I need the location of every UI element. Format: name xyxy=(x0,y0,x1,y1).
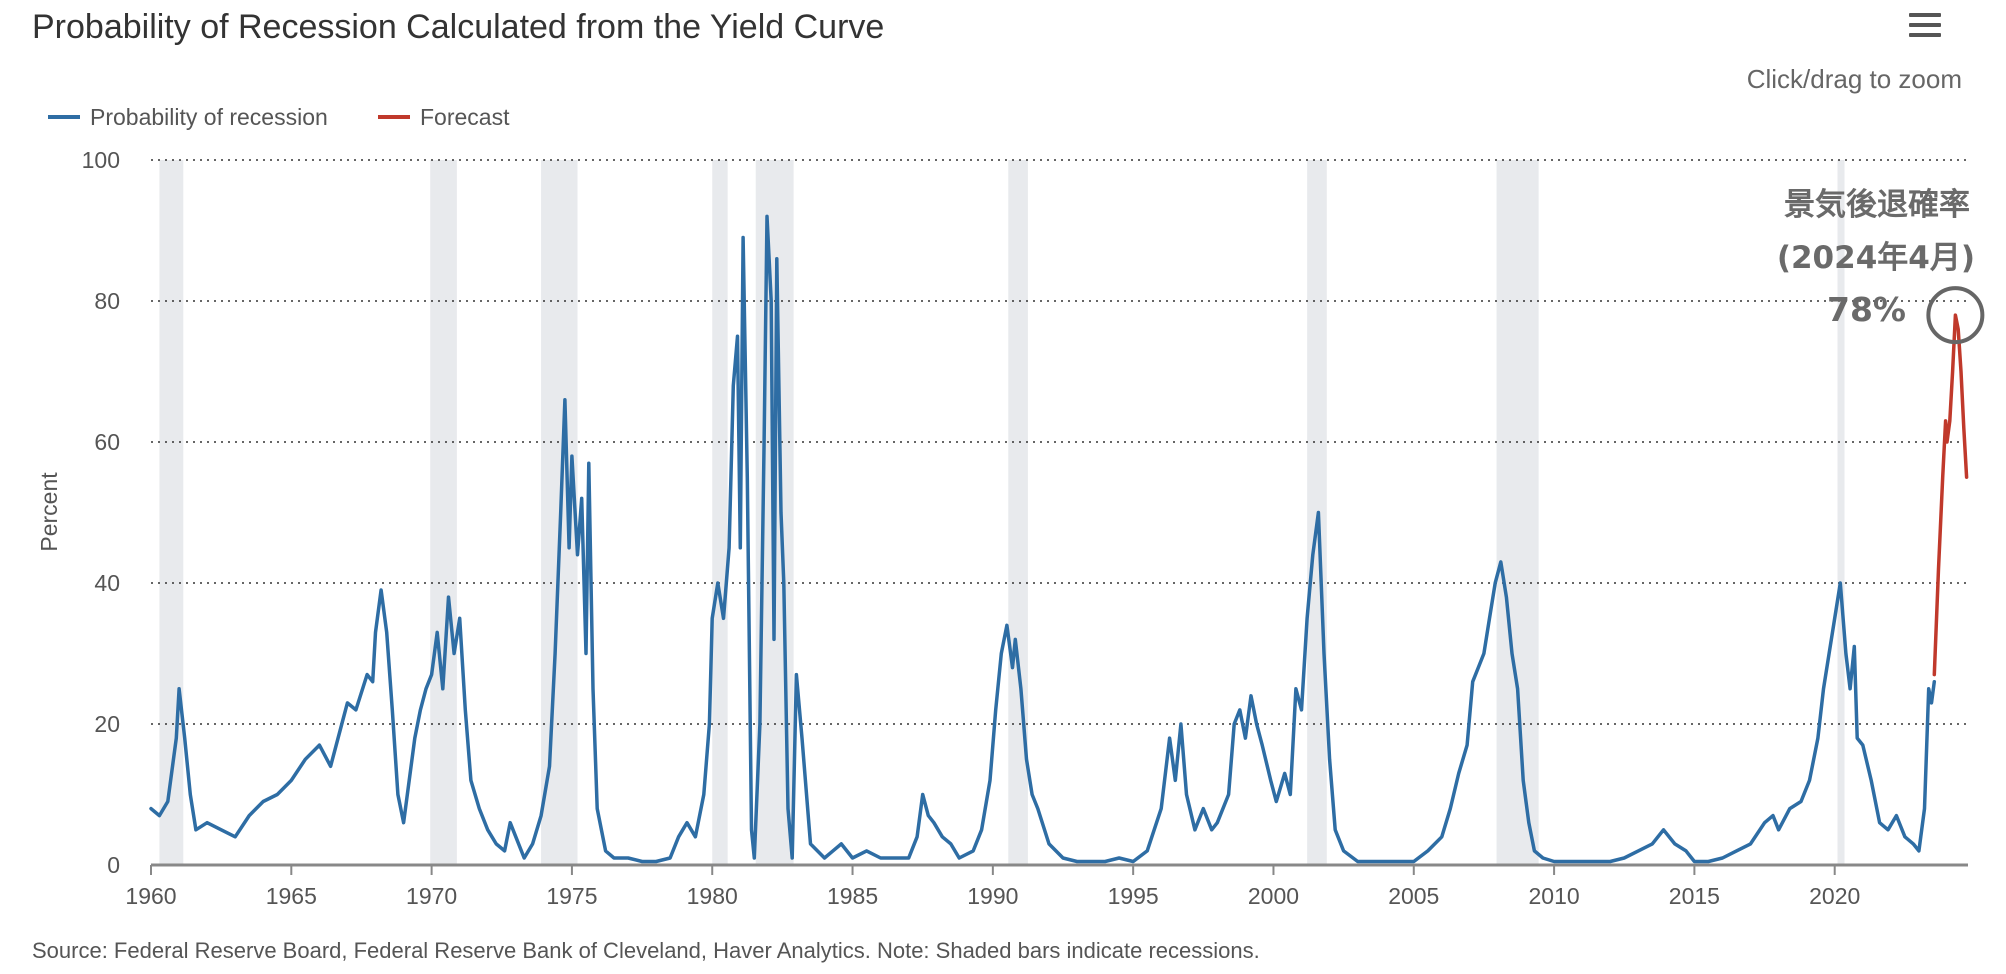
x-axis: 1960 1965 1970 1975 1980 1985 1990 1995 2000 2005… xyxy=(125,863,1968,909)
series-lines xyxy=(149,214,1969,864)
recession-band-8 xyxy=(1837,160,1845,865)
annotation-line-2: (2024年4月) xyxy=(1777,240,1975,276)
x-tick-label-1985: 1985 xyxy=(827,883,878,909)
y-tick-label-0: 0 xyxy=(107,852,120,878)
annotation-circle xyxy=(1926,286,1985,345)
x-tick-label-1970: 1970 xyxy=(406,883,457,909)
x-tick-label-2005: 2005 xyxy=(1388,883,1439,909)
series-forecast-line xyxy=(1932,313,1969,677)
x-tick-label-2015: 2015 xyxy=(1669,883,1720,909)
x-tick-label-1980: 1980 xyxy=(687,883,738,909)
forecast-annotation: 景気後退確率 (2024年4月) 78% xyxy=(1777,187,1985,345)
x-tick-label-2020: 2020 xyxy=(1809,883,1860,909)
zoom-hint: Click/drag to zoom xyxy=(1746,64,1962,94)
chart-title: Probability of Recession Calculated from… xyxy=(32,8,885,46)
x-tick-label-2010: 2010 xyxy=(1529,883,1580,909)
series-probability-line xyxy=(149,214,1937,864)
recession-band-7 xyxy=(1496,160,1539,865)
legend-label-forecast: Forecast xyxy=(420,104,510,130)
gridlines xyxy=(151,159,1968,725)
y-tick-label-40: 40 xyxy=(94,570,120,596)
recession-band-3 xyxy=(712,160,728,865)
x-tick-label-1965: 1965 xyxy=(266,883,317,909)
x-tick-label-1995: 1995 xyxy=(1108,883,1159,909)
hamburger-menu-icon[interactable] xyxy=(1905,10,1945,44)
legend: Probability of recession Forecast xyxy=(48,104,510,130)
source-note: Source: Federal Reserve Board, Federal R… xyxy=(32,938,1260,963)
legend-label-probability: Probability of recession xyxy=(90,104,328,130)
recession-band-0 xyxy=(159,160,184,865)
annotation-line-1: 景気後退確率 xyxy=(1784,187,1970,223)
recession-band-1 xyxy=(430,160,457,865)
x-tick-label-2000: 2000 xyxy=(1248,883,1299,909)
legend-item-probability[interactable]: Probability of recession xyxy=(48,104,328,130)
y-axis: 0 20 40 60 80 100 xyxy=(82,147,120,878)
x-tick-label-1975: 1975 xyxy=(546,883,597,909)
annotation-line-3: 78% xyxy=(1827,290,1906,329)
y-tick-label-60: 60 xyxy=(94,429,120,455)
x-tick-label-1960: 1960 xyxy=(125,883,176,909)
y-tick-label-100: 100 xyxy=(82,147,120,173)
x-tick-label-1990: 1990 xyxy=(967,883,1018,909)
y-tick-label-80: 80 xyxy=(94,288,120,314)
legend-item-forecast[interactable]: Forecast xyxy=(378,104,510,130)
y-tick-label-20: 20 xyxy=(94,711,120,737)
recession-band-5 xyxy=(1008,160,1028,865)
y-axis-label: Percent xyxy=(36,472,62,552)
recession-bands xyxy=(159,160,1845,865)
